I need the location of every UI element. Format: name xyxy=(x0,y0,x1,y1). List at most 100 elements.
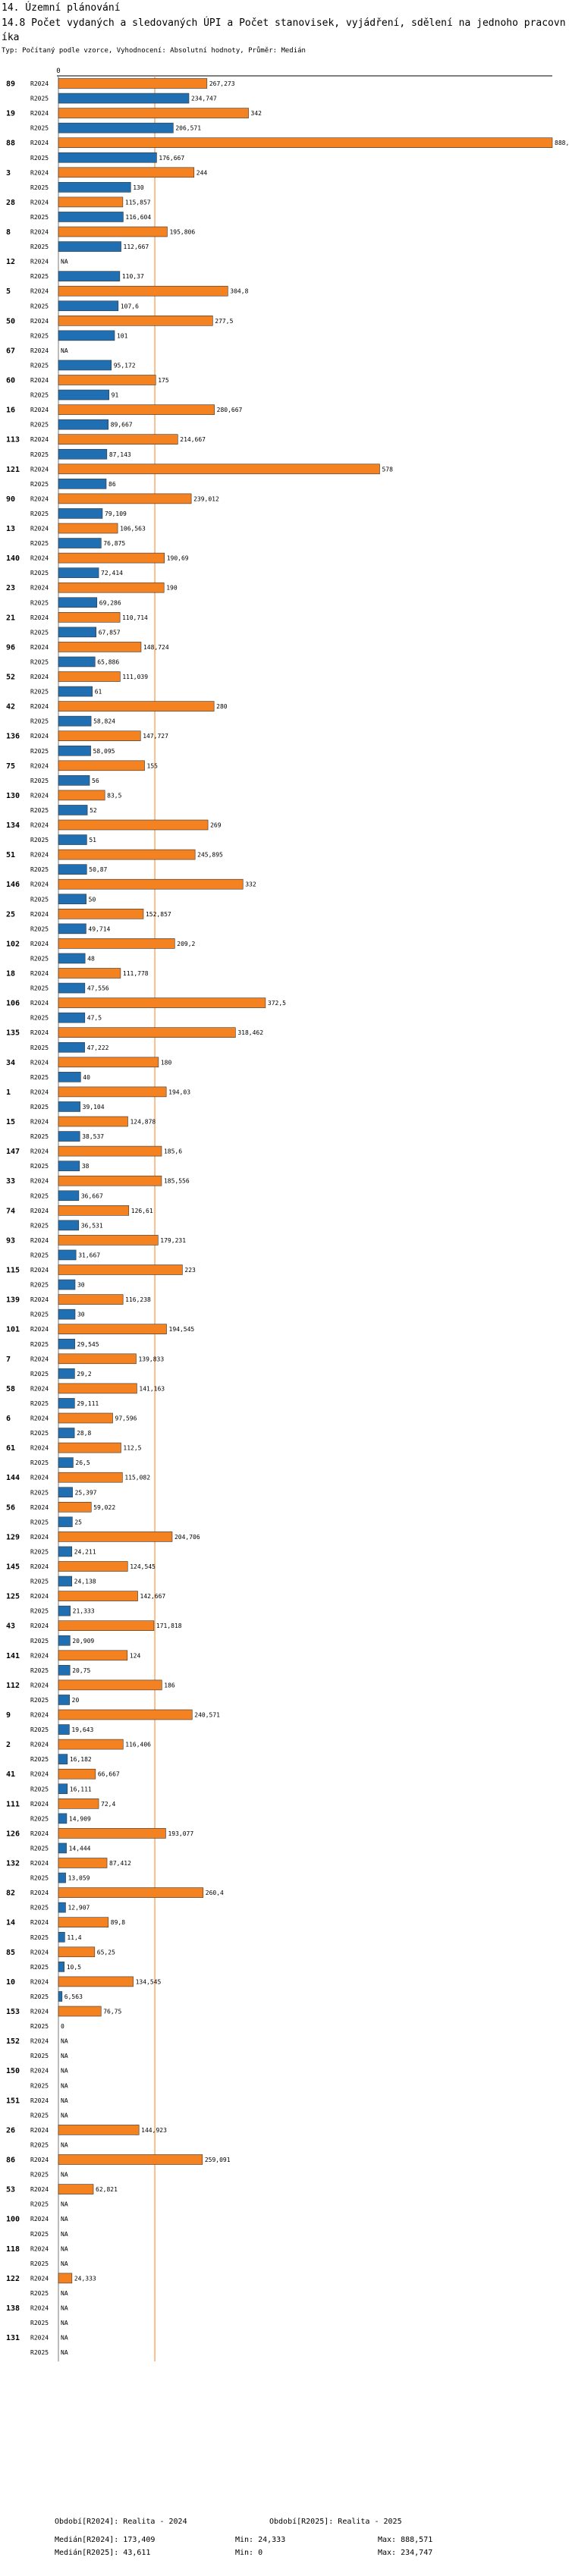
bar-r2024 xyxy=(58,375,156,385)
bar-r2025 xyxy=(58,1991,63,2002)
value-label-r2025: 89,667 xyxy=(111,422,133,429)
bar-r2024 xyxy=(58,760,145,771)
series-label-r2025: R2025 xyxy=(30,2320,49,2326)
bar-r2025 xyxy=(58,745,91,756)
group-label: 113 xyxy=(6,436,20,445)
na-label-r2025: NA xyxy=(61,2201,68,2208)
bar-r2025 xyxy=(58,538,102,548)
value-label-r2025: 40 xyxy=(83,1074,90,1081)
series-label-r2024: R2024 xyxy=(30,2157,49,2163)
bar-r2024 xyxy=(58,849,196,860)
series-label-r2024: R2024 xyxy=(30,169,49,176)
value-label-r2025: 38 xyxy=(82,1163,90,1170)
series-label-r2024: R2024 xyxy=(30,1652,49,1659)
series-label-r2025: R2025 xyxy=(30,1045,49,1051)
group-label: 52 xyxy=(6,674,15,682)
footer-median-2025: Medián[R2025]: 43,611 xyxy=(55,2549,151,2557)
bar-r2025 xyxy=(58,330,115,341)
bar-r2024 xyxy=(58,1828,166,1839)
series-label-r2025: R2025 xyxy=(30,481,49,488)
group-label: 74 xyxy=(6,1207,15,1215)
bar-r2024 xyxy=(58,1650,128,1661)
bar-r2024 xyxy=(58,1412,113,1424)
bar-r2025 xyxy=(58,1665,71,1676)
value-label-r2024: 76,75 xyxy=(103,2009,121,2015)
bar-r2024 xyxy=(58,226,168,237)
bar-r2024 xyxy=(58,1472,123,1483)
na-label-r2024: NA xyxy=(61,2216,68,2223)
value-label-r2025: 12,907 xyxy=(68,1905,90,1912)
series-label-r2025: R2025 xyxy=(30,1519,49,1525)
value-label-r2024: 24,333 xyxy=(74,2275,96,2282)
series-label-r2025: R2025 xyxy=(30,1489,49,1496)
value-label-r2024: 193,077 xyxy=(168,1830,193,1837)
group-label: 150 xyxy=(6,2067,20,2075)
na-label-r2024: NA xyxy=(61,2335,68,2342)
series-label-r2024: R2024 xyxy=(30,526,49,532)
value-label-r2025: 56 xyxy=(92,778,99,784)
group-label: 134 xyxy=(6,821,20,830)
group-label: 101 xyxy=(6,1326,20,1334)
series-label-r2025: R2025 xyxy=(30,1282,49,1289)
series-label-r2025: R2025 xyxy=(30,451,49,458)
group-label: 135 xyxy=(6,1029,20,1038)
value-label-r2024: 214,667 xyxy=(180,436,206,443)
bar-r2025 xyxy=(58,1308,76,1320)
value-label-r2024: 147,727 xyxy=(143,733,168,740)
series-label-r2024: R2024 xyxy=(30,229,49,236)
series-label-r2025: R2025 xyxy=(30,273,49,280)
bar-r2024 xyxy=(58,1679,162,1691)
chart-title: 14.8 Počet vydaných a sledovaných ÚPI a … xyxy=(2,17,566,43)
value-label-r2025: 6,563 xyxy=(64,1993,83,2000)
value-label-r2025: 58,824 xyxy=(93,718,115,725)
value-label-r2025: 50 xyxy=(89,896,96,903)
value-label-r2024: 142,667 xyxy=(140,1593,166,1600)
series-label-r2024: R2024 xyxy=(30,1029,49,1036)
value-label-r2024: 111,778 xyxy=(123,970,149,977)
value-label-r2024: 888,571 xyxy=(555,140,569,146)
value-label-r2025: 19,643 xyxy=(71,1726,93,1733)
series-label-r2024: R2024 xyxy=(30,140,49,146)
bar-r2024 xyxy=(58,404,215,415)
value-label-r2025: 31,667 xyxy=(78,1252,100,1258)
bar-r2024 xyxy=(58,582,165,593)
series-label-r2024: R2024 xyxy=(30,585,49,592)
bar-r2025 xyxy=(58,567,99,578)
bar-r2025 xyxy=(58,1813,68,1824)
bar-r2024 xyxy=(58,1858,108,1868)
value-label-r2024: 204,706 xyxy=(174,1534,200,1541)
group-label: 23 xyxy=(6,584,15,592)
series-label-r2025: R2025 xyxy=(30,599,49,606)
series-label-r2025: R2025 xyxy=(30,1697,49,1704)
value-label-r2025: 25 xyxy=(74,1519,82,1525)
group-label: 51 xyxy=(6,851,15,859)
series-label-r2024: R2024 xyxy=(30,1089,49,1095)
value-label-r2024: 194,03 xyxy=(168,1089,190,1095)
series-label-r2025: R2025 xyxy=(30,1341,49,1348)
group-label: 88 xyxy=(6,140,15,148)
series-label-r2024: R2024 xyxy=(30,733,49,740)
group-label: 2 xyxy=(6,1741,11,1749)
series-label-r2025: R2025 xyxy=(30,2349,49,2356)
value-label-r2025: 39,104 xyxy=(83,1104,105,1111)
series-label-r2025: R2025 xyxy=(30,184,49,191)
value-label-r2025: 72,414 xyxy=(101,570,123,576)
value-label-r2025: 36,531 xyxy=(81,1222,103,1229)
series-label-r2024: R2024 xyxy=(30,1296,49,1303)
series-label-r2025: R2025 xyxy=(30,1934,49,1941)
value-label-r2025: 76,875 xyxy=(103,540,125,547)
group-label: 153 xyxy=(6,2008,20,2016)
series-label-r2025: R2025 xyxy=(30,2082,49,2089)
value-label-r2024: 259,091 xyxy=(205,2157,231,2163)
footer-period-2025: Období[R2025]: Realita - 2025 xyxy=(269,2518,402,2526)
series-label-r2024: R2024 xyxy=(30,407,49,413)
value-label-r2025: 21,333 xyxy=(73,1608,95,1615)
value-label-r2024: 342 xyxy=(251,110,262,117)
group-label: 141 xyxy=(6,1652,20,1660)
group-label: 106 xyxy=(6,1000,20,1008)
series-label-r2025: R2025 xyxy=(30,1608,49,1615)
series-label-r2024: R2024 xyxy=(30,110,49,117)
value-label-r2025: 110,37 xyxy=(122,273,144,280)
bar-r2024 xyxy=(58,1086,167,1098)
